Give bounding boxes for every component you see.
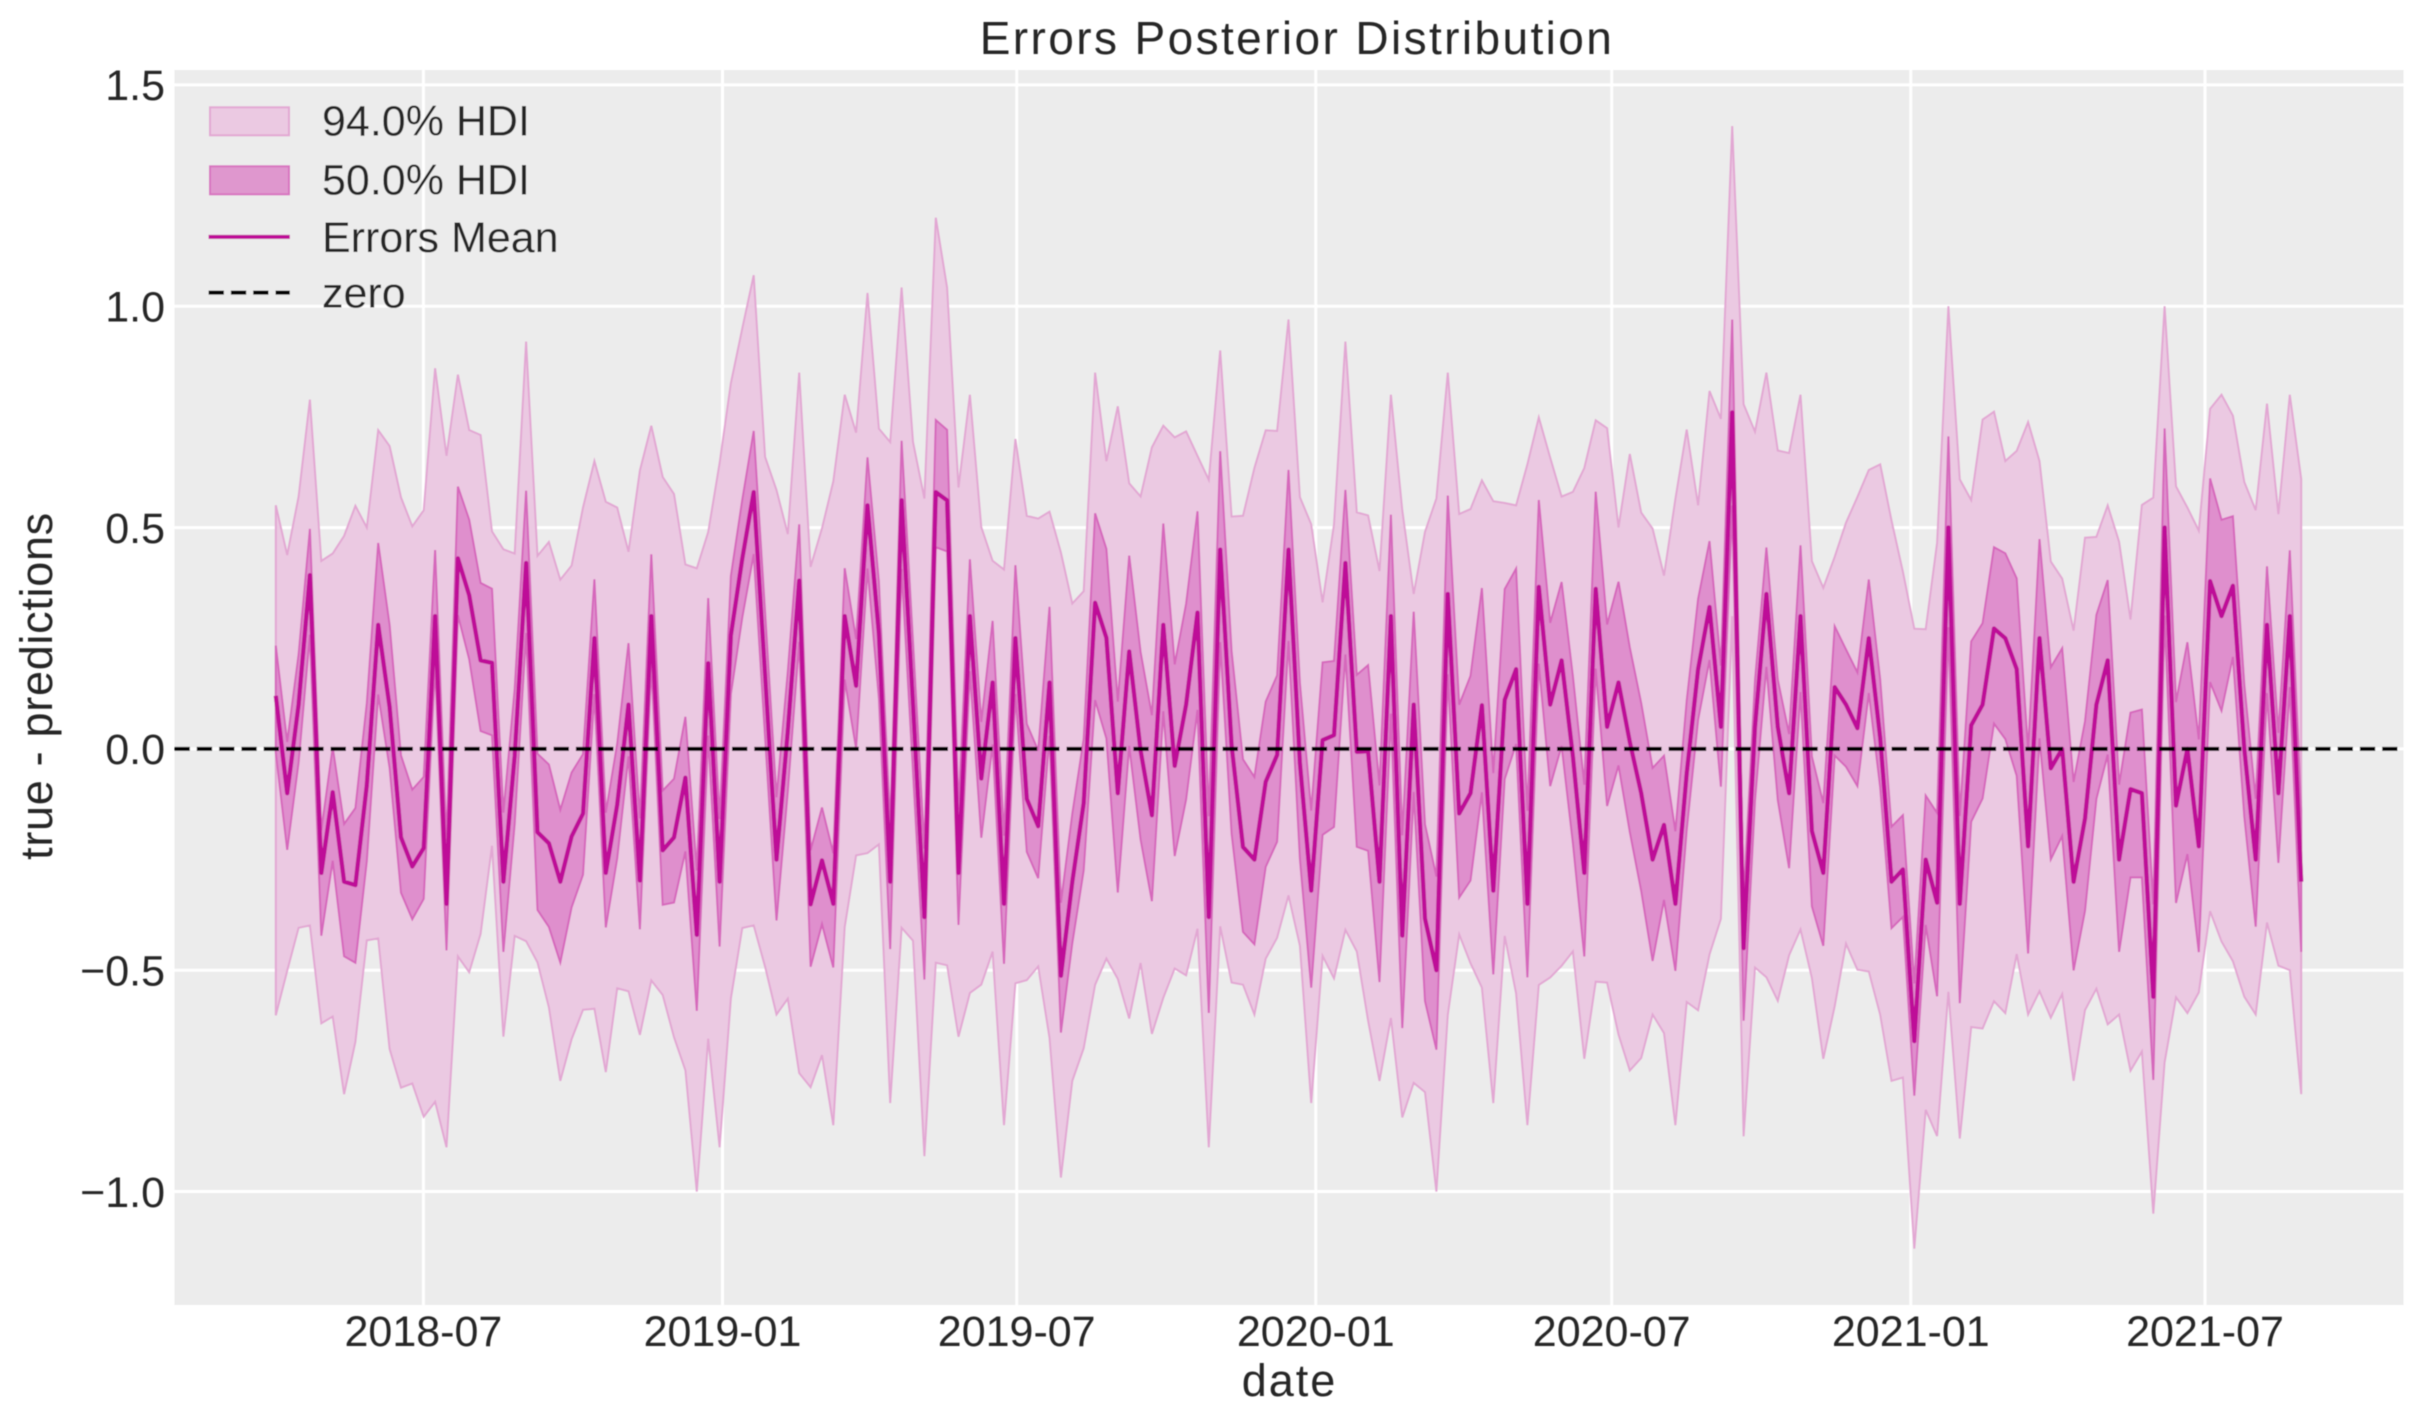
svg-text:2021-07: 2021-07: [2126, 1308, 2284, 1356]
svg-text:true - predictions: true - predictions: [11, 512, 62, 860]
svg-text:Errors Posterior Distribution: Errors Posterior Distribution: [980, 12, 1615, 64]
svg-text:2018-07: 2018-07: [344, 1308, 502, 1356]
svg-text:zero: zero: [322, 270, 406, 318]
svg-text:Errors Mean: Errors Mean: [322, 214, 559, 262]
svg-text:50.0% HDI: 50.0% HDI: [322, 156, 530, 204]
svg-text:2020-07: 2020-07: [1533, 1308, 1691, 1356]
svg-text:0.5: 0.5: [105, 505, 165, 553]
svg-text:2020-01: 2020-01: [1237, 1308, 1395, 1356]
svg-text:94.0% HDI: 94.0% HDI: [322, 97, 530, 145]
svg-text:1.0: 1.0: [105, 284, 165, 332]
svg-text:2021-01: 2021-01: [1832, 1308, 1990, 1356]
svg-text:2019-01: 2019-01: [644, 1308, 802, 1356]
svg-text:1.5: 1.5: [105, 62, 165, 110]
svg-text:−1.0: −1.0: [80, 1169, 165, 1217]
svg-text:date: date: [1242, 1355, 1338, 1406]
svg-text:−0.5: −0.5: [80, 948, 165, 996]
svg-text:2019-07: 2019-07: [938, 1308, 1096, 1356]
svg-text:0.0: 0.0: [105, 726, 165, 774]
